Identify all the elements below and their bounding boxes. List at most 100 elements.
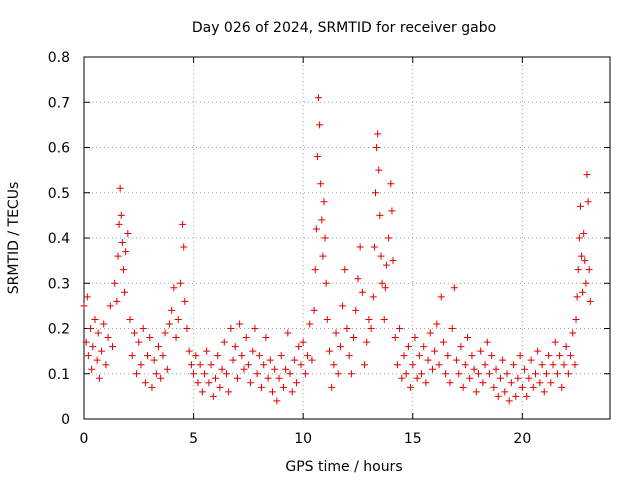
data-point	[547, 379, 555, 387]
data-point	[377, 252, 385, 260]
data-point	[415, 352, 423, 360]
data-point	[161, 329, 169, 337]
data-point	[576, 202, 584, 210]
data-point	[121, 288, 129, 296]
data-point	[494, 392, 502, 400]
data-point	[387, 180, 395, 188]
data-point	[336, 343, 344, 351]
data-point	[439, 338, 447, 346]
data-point	[330, 361, 338, 369]
data-point	[249, 347, 257, 355]
data-point	[170, 284, 178, 292]
y-tick-label: 0	[61, 412, 70, 428]
y-tick-label: 0.6	[48, 141, 70, 157]
data-point	[586, 297, 594, 305]
data-point	[141, 379, 149, 387]
data-point	[400, 352, 408, 360]
data-point	[334, 370, 342, 378]
data-point	[247, 379, 255, 387]
data-point	[527, 356, 535, 364]
data-point	[558, 383, 566, 391]
data-point	[321, 234, 329, 242]
data-point	[433, 320, 441, 328]
data-point	[205, 379, 213, 387]
data-point	[222, 370, 230, 378]
data-point	[318, 216, 326, 224]
data-point	[106, 302, 114, 310]
data-point	[448, 325, 456, 332]
data-point	[468, 352, 476, 360]
data-point	[442, 370, 450, 378]
data-point	[262, 334, 270, 342]
data-point	[575, 234, 583, 242]
data-point	[253, 370, 261, 378]
data-point	[485, 370, 493, 378]
data-point	[233, 374, 241, 382]
data-point	[187, 361, 195, 369]
plot-frame	[83, 56, 611, 420]
data-point	[521, 365, 529, 373]
data-point	[137, 361, 145, 369]
data-point	[297, 361, 305, 369]
data-point	[388, 207, 396, 215]
data-point	[534, 347, 542, 355]
data-point	[361, 361, 369, 369]
data-point	[581, 257, 589, 265]
data-point	[310, 306, 318, 314]
y-tick-label: 0.2	[48, 322, 70, 338]
data-point	[194, 379, 202, 387]
data-point	[80, 302, 88, 310]
data-point	[144, 352, 152, 360]
data-point	[367, 325, 375, 332]
data-point	[290, 356, 298, 364]
data-point	[545, 352, 553, 360]
data-point	[139, 325, 147, 332]
y-axis-label: SRMTID / TECUs	[6, 182, 22, 295]
data-point	[369, 293, 377, 301]
data-point	[389, 257, 397, 265]
data-point	[168, 306, 176, 314]
data-point	[218, 365, 226, 373]
data-point	[89, 343, 97, 351]
data-point	[503, 370, 511, 378]
chart-title: Day 026 of 2024, SRMTID for receiver gab…	[192, 20, 496, 36]
data-point	[212, 374, 219, 382]
data-point	[413, 374, 421, 382]
data-point	[207, 361, 215, 369]
data-point	[578, 252, 586, 260]
data-point	[398, 374, 406, 382]
data-point	[472, 388, 480, 396]
data-point	[370, 243, 378, 251]
data-point	[382, 261, 390, 269]
data-point	[376, 211, 384, 219]
data-point	[358, 288, 366, 296]
data-point	[295, 343, 303, 351]
data-point	[225, 388, 233, 396]
x-tick-label: 0	[80, 431, 89, 447]
data-point	[284, 329, 292, 337]
data-point	[499, 356, 507, 364]
data-point	[424, 356, 432, 364]
data-point	[231, 343, 239, 351]
data-point	[446, 379, 454, 387]
data-point	[514, 374, 522, 382]
y-tick-label: 0.8	[48, 50, 70, 66]
data-point	[505, 397, 513, 405]
data-point	[114, 252, 122, 260]
data-point	[98, 347, 106, 355]
data-point	[371, 189, 379, 197]
data-point	[531, 370, 539, 378]
y-tick-label: 0.7	[48, 95, 70, 111]
data-point	[428, 365, 436, 373]
data-point	[119, 266, 127, 274]
data-point	[363, 338, 371, 346]
data-point	[240, 365, 248, 373]
data-point	[320, 198, 328, 206]
data-point	[242, 334, 250, 342]
data-point	[437, 293, 445, 301]
data-point	[304, 352, 312, 360]
x-axis-label: GPS time / hours	[285, 459, 402, 475]
data-point	[584, 198, 592, 206]
data-point	[316, 121, 324, 129]
data-point	[152, 370, 160, 378]
